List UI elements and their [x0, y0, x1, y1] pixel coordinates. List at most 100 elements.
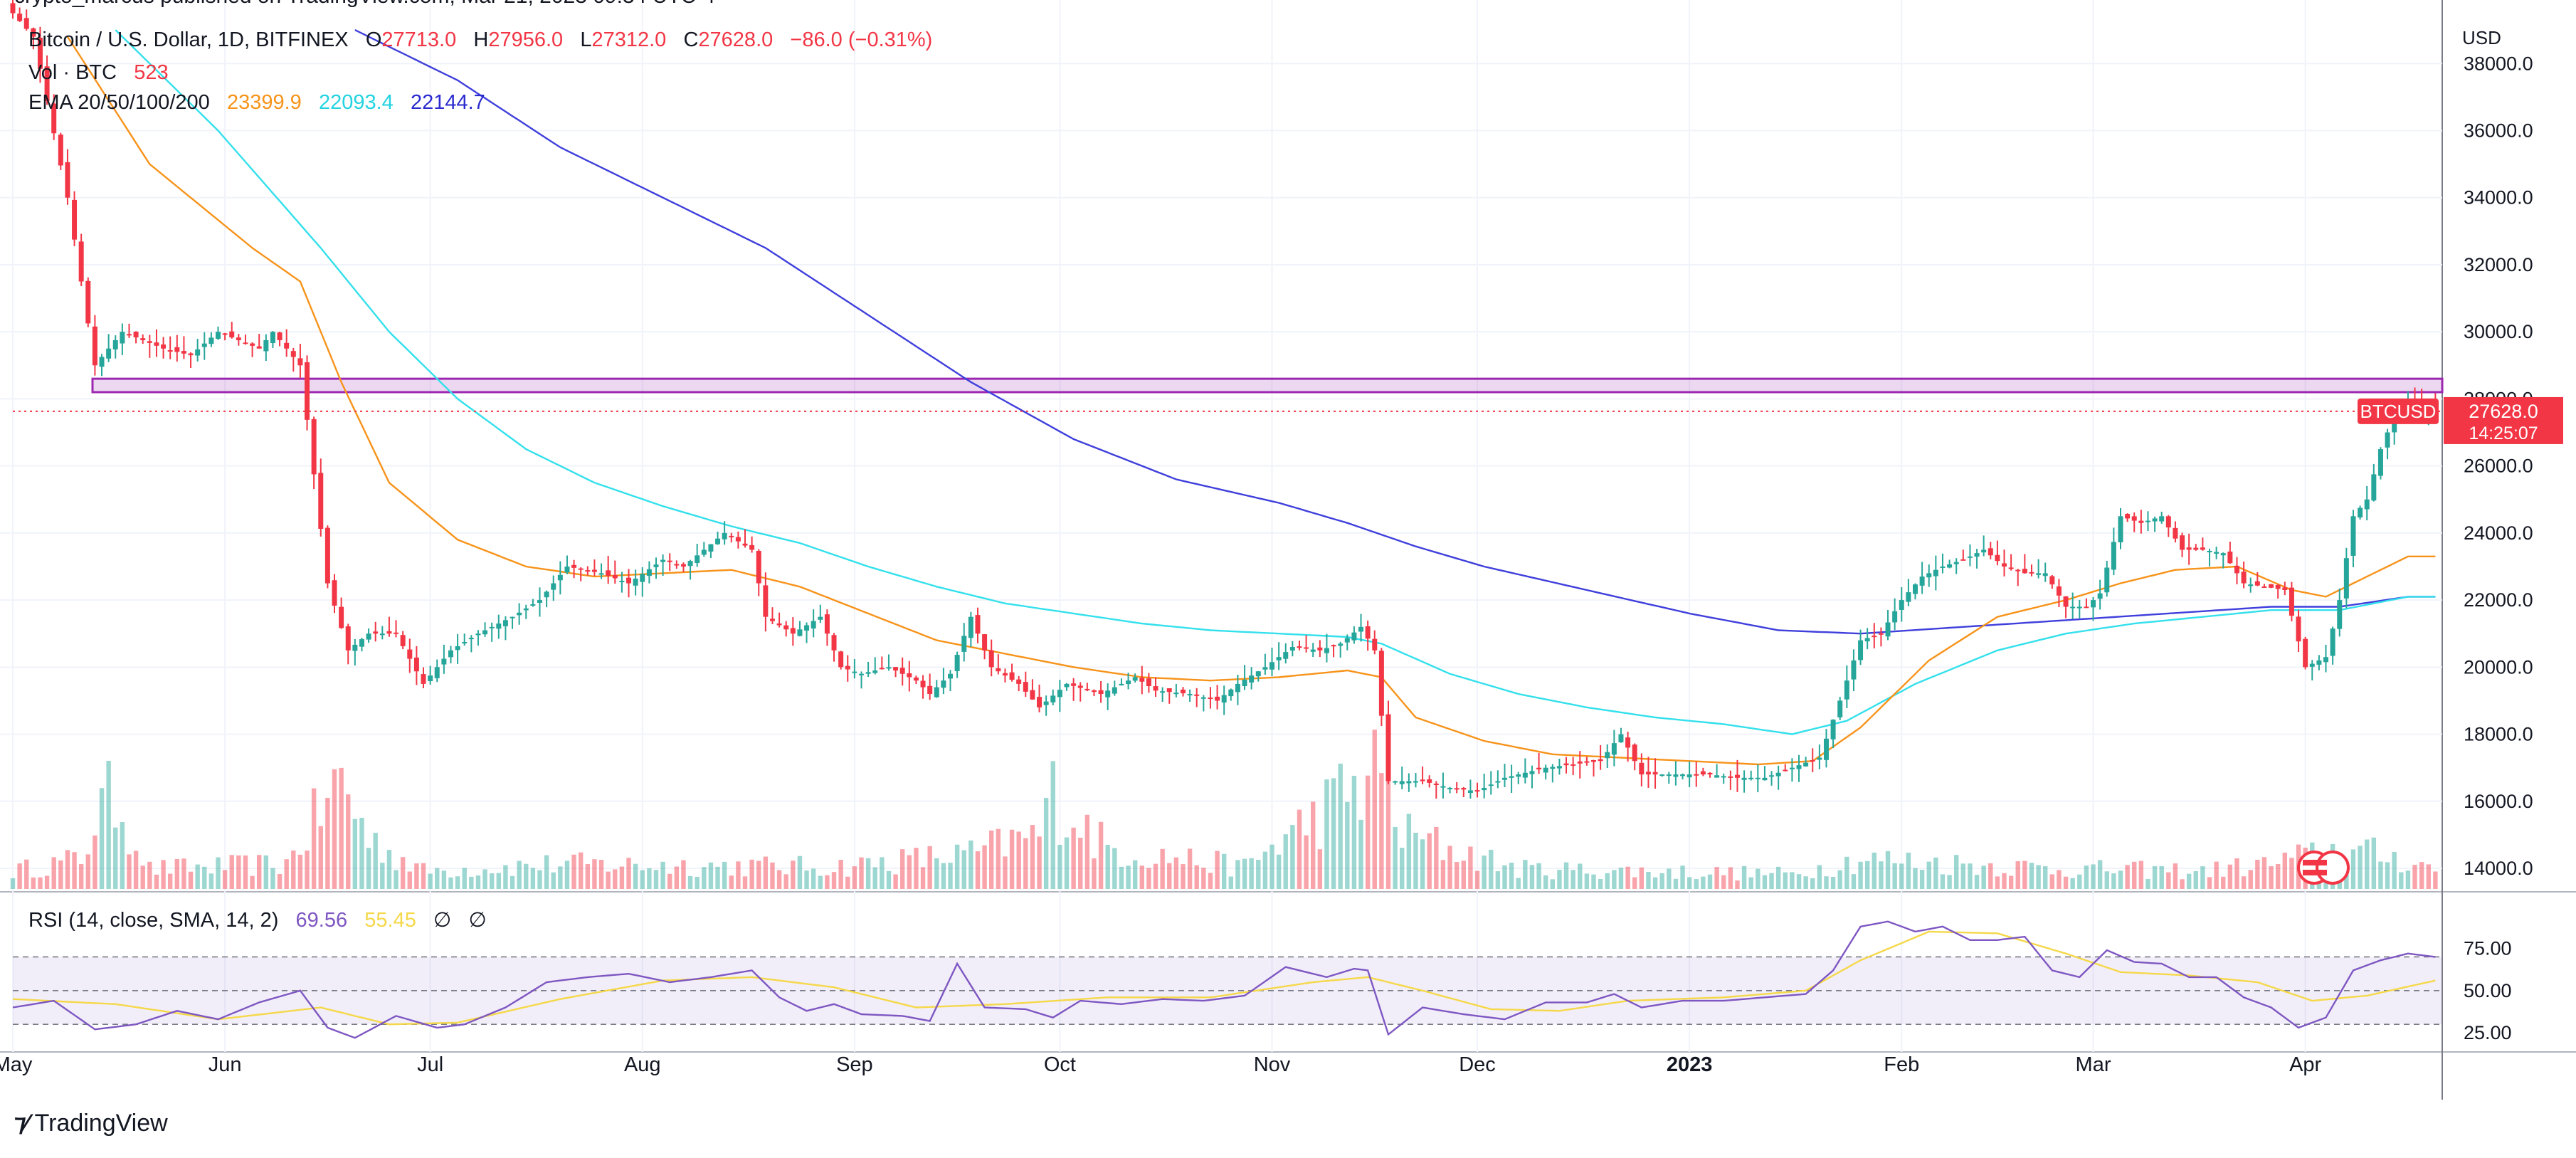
volume-bar: [380, 863, 385, 889]
candle-body: [1208, 698, 1213, 700]
volume-bar: [975, 851, 981, 889]
volume-bar: [2371, 837, 2377, 889]
x-tick-label: Jul: [417, 1053, 443, 1076]
tradingview-logo[interactable]: ⁊⁄ TradingView: [14, 1109, 168, 1137]
ema50-line: [115, 29, 2436, 735]
volume-bar: [1016, 831, 1021, 889]
volume-bar: [133, 851, 139, 889]
candle-body: [1796, 765, 1802, 769]
volume-bar: [1393, 826, 1398, 889]
volume-bar: [920, 867, 926, 889]
candle-body: [968, 616, 973, 638]
volume-bar: [524, 863, 529, 889]
volume-bar: [961, 850, 966, 889]
volume-bar: [1659, 873, 1664, 889]
candle-body: [1789, 767, 1795, 769]
volume-bar: [2365, 839, 2370, 889]
candle-body: [2364, 499, 2370, 510]
volume-bar: [537, 870, 542, 889]
volume-bar: [1030, 825, 1035, 889]
candle-body: [2159, 516, 2165, 522]
volume-bar: [1557, 870, 1562, 889]
candle-body: [1967, 556, 1973, 558]
candle-body: [571, 564, 577, 568]
volume-bar: [2002, 873, 2007, 889]
candle-body: [2350, 516, 2356, 556]
volume-bar: [1879, 861, 1884, 889]
candle-body: [687, 561, 693, 567]
candle-body: [1098, 690, 1104, 695]
volume-bar: [865, 858, 871, 889]
volume-bar: [263, 855, 269, 889]
volume-bar: [243, 855, 248, 889]
rsi-sma-value: 55.45: [364, 909, 416, 932]
volume-bar: [1578, 863, 1583, 889]
candle-body: [742, 543, 748, 546]
volume-bar: [1495, 871, 1501, 889]
volume-bar: [1304, 835, 1309, 889]
volume-bar: [2049, 874, 2055, 889]
volume-bar: [1057, 844, 1062, 889]
candle-body: [1344, 638, 1350, 643]
na-value-2: ∅: [468, 909, 487, 932]
volume-bar: [1516, 878, 1521, 889]
candle-body: [729, 535, 734, 537]
volume-bar: [318, 826, 323, 889]
candle-body: [23, 18, 29, 29]
candle-body: [1892, 611, 1898, 623]
volume-bar: [1003, 856, 1008, 889]
volume-bar: [1872, 852, 1876, 889]
resistance-zone: [91, 377, 2444, 394]
price-tick-label: 24000.0: [2464, 522, 2533, 544]
volume-bar: [85, 854, 90, 889]
candle-body: [1105, 690, 1111, 698]
volume-bar: [1173, 857, 1179, 889]
volume-bar: [72, 852, 77, 889]
candle-body: [646, 569, 652, 577]
candle-body: [831, 635, 837, 651]
candle-body: [975, 615, 981, 634]
volume-bar: [2385, 862, 2390, 889]
volume-bar: [44, 875, 50, 889]
volume-bar: [1092, 858, 1097, 889]
volume-bar: [1995, 876, 2000, 889]
candle-body: [1474, 790, 1480, 792]
volume-bar: [1351, 776, 1357, 889]
candle-body: [557, 574, 563, 581]
volume-bar: [592, 859, 597, 889]
candle-body: [284, 342, 290, 349]
candle-body: [954, 655, 960, 671]
volume-bar: [797, 856, 803, 889]
candle-body: [250, 343, 255, 346]
candle-body: [544, 591, 549, 598]
candle-body: [838, 651, 844, 668]
candle-body: [1084, 688, 1090, 690]
candle-body: [2282, 587, 2288, 590]
volume-bar: [674, 866, 680, 889]
candle-body: [2125, 514, 2131, 519]
volume-bar: [1489, 849, 1494, 889]
candle-body: [222, 333, 228, 335]
volume-bar: [2350, 849, 2356, 889]
candle-body: [1926, 573, 1932, 578]
candle-body: [1180, 689, 1186, 694]
volume-bar: [2180, 879, 2185, 889]
high-value: 27956.0: [488, 28, 564, 51]
price-tick-label: 20000.0: [2464, 656, 2533, 678]
volume-bar: [1783, 872, 1788, 889]
candle-body: [619, 581, 625, 583]
candle-body: [2248, 584, 2254, 586]
candle-body: [1262, 667, 1268, 670]
ema20-value: 23399.9: [226, 91, 302, 114]
volume-bar: [756, 860, 761, 889]
candle-body: [44, 66, 50, 102]
candle-body: [1872, 636, 1877, 638]
volume-bar: [831, 872, 837, 889]
volume-bar: [2193, 871, 2198, 889]
candle-body: [585, 570, 591, 572]
na-value-1: ∅: [433, 909, 452, 932]
price-tick-label: 30000.0: [2464, 321, 2533, 342]
candle-body: [2056, 586, 2062, 596]
candle-body: [332, 580, 337, 606]
